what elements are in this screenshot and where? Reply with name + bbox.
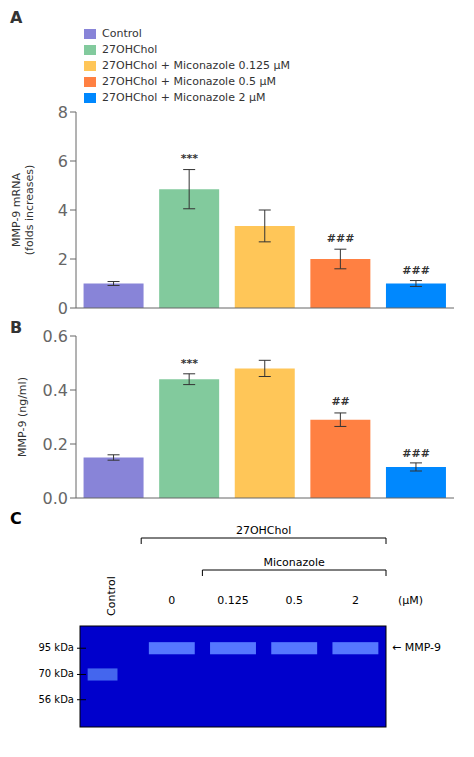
svg-text:6: 6 <box>58 152 68 171</box>
html-text:B: B <box>10 318 23 337</box>
svg-text:0.2: 0.2 <box>43 435 68 454</box>
svg-text:MMP-9 mRNA(folds increases): MMP-9 mRNA(folds increases) <box>10 165 36 256</box>
html-text:27OHChol + Miconazole 2 μM: 27OHChol + Miconazole 2 μM <box>102 91 266 104</box>
svg-text:2: 2 <box>352 594 359 607</box>
svg-text:8: 8 <box>58 103 68 122</box>
svg-text:###: ### <box>327 232 355 245</box>
svg-text:MMP-9 (ng/ml): MMP-9 (ng/ml) <box>16 377 29 457</box>
svg-text:56 kDa: 56 kDa <box>38 694 74 705</box>
svg-text:0: 0 <box>168 594 175 607</box>
svg-text:***: *** <box>181 152 199 165</box>
svg-text:0.125: 0.125 <box>217 594 249 607</box>
svg-text:← MMP-9: ← MMP-9 <box>392 641 441 654</box>
svg-text:Miconazole: Miconazole <box>264 556 326 569</box>
svg-text:##: ## <box>331 395 349 408</box>
svg-text:4: 4 <box>58 201 68 220</box>
html-text:A: A <box>10 8 23 27</box>
svg-text:(μM): (μM) <box>398 594 423 607</box>
svg-text:Control: Control <box>105 576 118 616</box>
svg-text:0.4: 0.4 <box>43 381 68 400</box>
svg-text:0.5: 0.5 <box>285 594 303 607</box>
svg-text:###: ### <box>402 264 430 277</box>
html-text:Control: Control <box>102 27 142 40</box>
svg-text:0: 0 <box>58 299 68 318</box>
html-text:27OHChol + Miconazole 0.125 μM: 27OHChol + Miconazole 0.125 μM <box>102 59 290 72</box>
html-text:27OHChol + Miconazole 0.5 μM: 27OHChol + Miconazole 0.5 μM <box>102 75 276 88</box>
html-text:27OHChol: 27OHChol <box>102 43 158 56</box>
svg-text:0.0: 0.0 <box>43 489 68 508</box>
svg-text:95 kDa: 95 kDa <box>38 642 74 653</box>
svg-text:***: *** <box>181 357 199 370</box>
svg-text:C: C <box>10 509 22 528</box>
svg-text:27OHChol: 27OHChol <box>236 524 291 537</box>
svg-text:70 kDa: 70 kDa <box>38 668 74 679</box>
svg-text:2: 2 <box>58 250 68 269</box>
svg-text:###: ### <box>402 447 430 460</box>
svg-text:0.6: 0.6 <box>43 327 68 346</box>
